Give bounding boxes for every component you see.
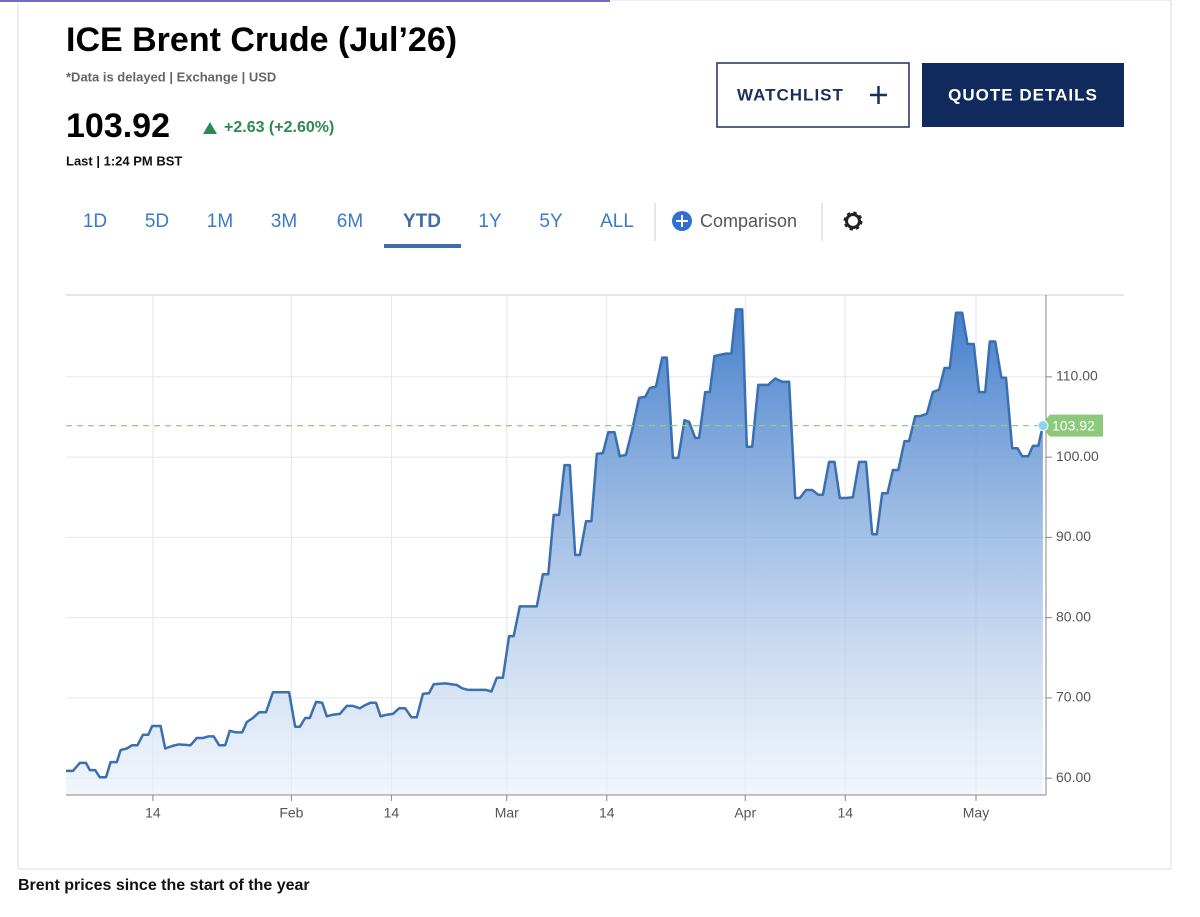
range-button[interactable]: 1M [207, 211, 233, 232]
plus-icon[interactable] [870, 86, 887, 104]
range-button[interactable]: 6M [337, 211, 363, 232]
y-tick-label: 70.00 [1056, 689, 1091, 705]
y-tick-label: 110.00 [1056, 368, 1098, 384]
y-tick-label: 60.00 [1056, 769, 1091, 785]
subtitle: *Data is delayed | Exchange | USD [66, 69, 276, 84]
range-button[interactable]: 5D [145, 211, 169, 232]
up-arrow [203, 122, 217, 134]
change: +2.63 (+2.60%) [224, 119, 334, 136]
line [66, 308, 1045, 779]
comparison[interactable]: Comparison [700, 211, 797, 231]
plot: 60.00 70.00 80.00 90.00 100.00 110.00 14 Feb 14 M… [66, 294, 1124, 821]
price: 103.92 [66, 107, 170, 145]
range-underline [384, 244, 461, 248]
range-button[interactable]: ALL [600, 211, 634, 232]
x-tick-label: Apr [734, 805, 756, 821]
x-tick-label: 14 [384, 805, 400, 821]
last-price-marker [1037, 420, 1049, 432]
watchlist-label[interactable]: WATCHLIST [737, 85, 844, 104]
x-tick-label: May [963, 805, 989, 821]
y-tick-label: 80.00 [1056, 608, 1091, 624]
x-tick-label: Mar [495, 805, 519, 821]
settings-icon[interactable] [843, 211, 863, 231]
x-tick-label: Feb [279, 805, 303, 821]
range-button[interactable]: 1D [83, 211, 107, 232]
last-time: Last | 1:24 PM BST [66, 153, 182, 168]
title: ICE Brent Crude (Jul’26) [66, 21, 457, 59]
area [66, 309, 1043, 795]
y-tick-label: 100.00 [1056, 448, 1099, 464]
range-button[interactable]: YTD [403, 211, 441, 232]
last-price-label: 103.92 [1052, 417, 1095, 433]
top-bar [0, 0, 610, 2]
quote-label[interactable]: QUOTE DETAILS [948, 85, 1098, 104]
caption: Brent prices since the start of the year [18, 877, 310, 894]
last-price-tag [1040, 414, 1103, 437]
quote-button[interactable] [922, 63, 1124, 127]
x-tick-label: 14 [599, 805, 615, 821]
range-button[interactable]: 1Y [478, 211, 502, 232]
x-tick-label: 14 [837, 805, 853, 821]
range-button[interactable]: 3M [271, 211, 297, 232]
range-button[interactable]: 5Y [539, 211, 563, 232]
x-tick-label: 14 [145, 805, 161, 821]
y-tick-label: 90.00 [1056, 528, 1091, 544]
comparison-plus[interactable] [676, 215, 688, 227]
